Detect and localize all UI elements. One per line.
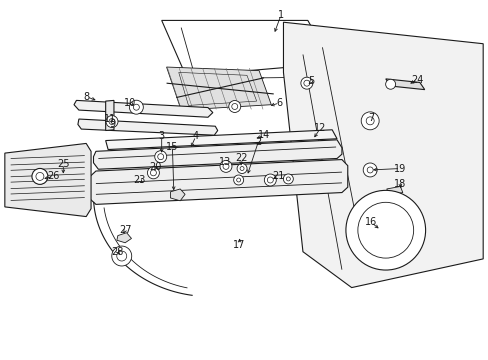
Text: 25: 25 [57,159,69,169]
Circle shape [147,167,159,179]
Text: 8: 8 [83,92,90,102]
Text: 11: 11 [104,114,117,124]
Circle shape [231,103,237,109]
Polygon shape [74,100,212,117]
Circle shape [385,79,395,89]
Text: 3: 3 [158,131,164,141]
Circle shape [366,117,373,125]
Circle shape [150,170,156,176]
Text: 24: 24 [410,75,423,85]
Circle shape [240,167,244,171]
Circle shape [106,116,118,127]
Polygon shape [166,67,271,110]
Circle shape [109,118,115,125]
Polygon shape [170,189,184,201]
Circle shape [267,177,273,183]
Circle shape [36,172,44,180]
Polygon shape [386,186,402,195]
Text: 26: 26 [47,171,60,181]
Circle shape [233,175,243,185]
Text: 20: 20 [149,162,162,172]
Polygon shape [117,233,131,243]
Circle shape [283,174,293,184]
Text: 19: 19 [393,163,406,174]
Circle shape [303,80,309,86]
Text: 7: 7 [367,113,373,123]
Circle shape [363,163,376,177]
Circle shape [357,202,413,258]
Text: 4: 4 [192,131,199,141]
Circle shape [236,178,240,182]
Circle shape [223,163,228,169]
Polygon shape [105,130,336,149]
Circle shape [154,151,166,163]
Circle shape [300,77,312,89]
Polygon shape [93,140,341,169]
Circle shape [286,177,290,181]
Text: 17: 17 [233,239,245,249]
Text: 23: 23 [133,175,145,185]
Circle shape [361,112,378,130]
Text: 10: 10 [124,98,136,108]
Circle shape [117,251,126,261]
Text: 18: 18 [393,179,406,189]
Text: 21: 21 [272,171,284,181]
Text: 15: 15 [166,142,178,152]
Text: 12: 12 [314,123,326,133]
Polygon shape [90,159,347,204]
Circle shape [133,104,139,110]
Circle shape [264,174,276,186]
Text: 16: 16 [364,217,377,227]
Text: 5: 5 [307,76,314,86]
Circle shape [32,168,48,184]
Text: 6: 6 [276,98,282,108]
Text: 28: 28 [111,247,124,257]
Circle shape [129,100,143,114]
Polygon shape [385,79,424,90]
Circle shape [366,167,372,173]
Text: 1: 1 [277,10,284,20]
Text: 13: 13 [219,157,231,167]
Polygon shape [283,22,482,288]
Text: 14: 14 [257,130,269,140]
Circle shape [228,100,240,112]
Text: 2: 2 [255,138,261,147]
Circle shape [112,246,131,266]
Circle shape [345,190,425,270]
Circle shape [237,163,246,174]
Text: 22: 22 [234,153,247,163]
Polygon shape [78,119,217,135]
Text: 9: 9 [109,120,115,129]
Polygon shape [105,100,114,131]
Circle shape [220,161,231,172]
Text: 27: 27 [119,225,131,235]
Polygon shape [162,21,331,76]
Polygon shape [5,143,91,217]
Circle shape [158,154,163,160]
